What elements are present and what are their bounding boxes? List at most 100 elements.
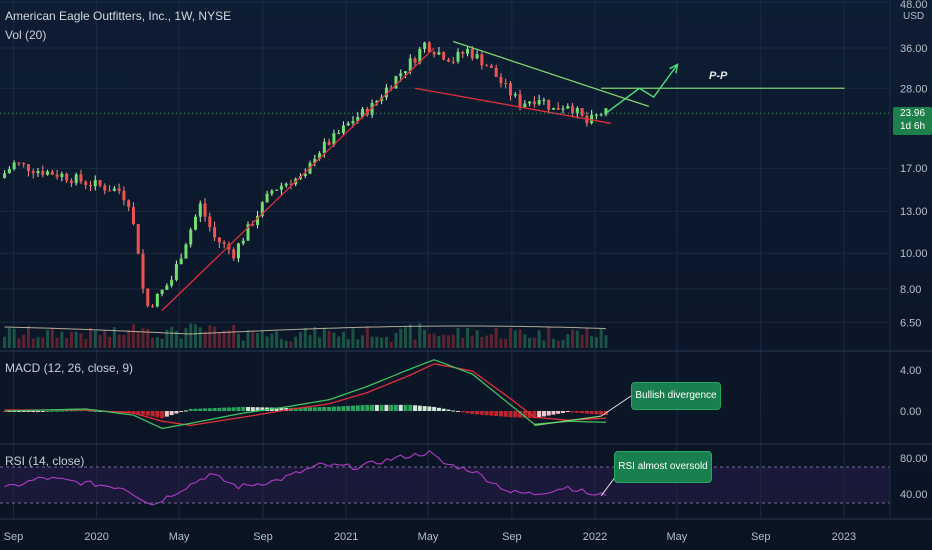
wedge-lower-line	[414, 87, 611, 124]
candle-body	[84, 181, 88, 185]
time-tick-label: 2020	[84, 531, 108, 543]
volume-bar	[313, 326, 317, 348]
macd-histogram-bar	[212, 408, 217, 411]
candle-body	[112, 188, 116, 191]
macd-histogram-bar	[322, 407, 327, 411]
rsi-tick-label: 40.00	[900, 489, 928, 501]
macd-histogram-bar	[16, 411, 21, 412]
volume-bar	[375, 336, 379, 348]
macd-histogram-bar	[26, 411, 31, 412]
volume-bar	[46, 329, 50, 348]
volume-bar	[198, 327, 202, 348]
rsi-tick-label: 80.00	[900, 453, 928, 465]
volume-bar	[265, 336, 269, 348]
macd-histogram-bar	[580, 411, 585, 414]
macd-histogram-bar	[40, 411, 45, 412]
candle-body	[136, 224, 140, 254]
candle-body	[351, 121, 355, 124]
volume-bar	[361, 335, 365, 348]
volume-bar	[122, 334, 126, 348]
volume-bar	[604, 335, 608, 348]
macd-tick-label: 0.00	[900, 406, 921, 418]
volume-bar	[475, 330, 479, 348]
volume-bar	[346, 339, 350, 348]
macd-histogram-bar	[470, 411, 475, 415]
volume-bar	[551, 338, 555, 348]
candle-body	[165, 285, 169, 290]
candle-body	[265, 193, 269, 203]
macd-histogram-bar	[451, 410, 456, 412]
candle-body	[566, 106, 570, 109]
candle-body	[31, 171, 35, 174]
candle-body	[561, 108, 565, 110]
volume-bar	[318, 337, 322, 348]
volume-bar	[294, 336, 298, 348]
rsi-callout-pointer	[600, 475, 617, 497]
price-tick-label: 8.00	[900, 284, 921, 296]
candle-body	[127, 200, 131, 208]
macd-histogram-bar	[518, 411, 523, 418]
macd-histogram-bar	[255, 407, 260, 411]
candle-body	[509, 83, 512, 96]
macd-histogram-bar	[198, 408, 203, 411]
macd-histogram-bar	[45, 410, 50, 412]
volume-bar	[112, 327, 116, 348]
macd-histogram-bar	[561, 411, 565, 413]
candle-body	[532, 101, 536, 105]
candle-body	[384, 87, 388, 98]
volume-bar	[98, 335, 102, 348]
volume-bar	[408, 324, 412, 348]
volume-bar	[256, 332, 260, 348]
volume-bar	[222, 330, 226, 348]
candle-body	[3, 173, 7, 178]
macd-histogram-bar	[312, 407, 317, 411]
candle-body	[599, 114, 603, 116]
macd-histogram-bar	[408, 404, 413, 411]
volume-bar	[232, 324, 236, 348]
candle-body	[322, 141, 326, 154]
macd-histogram-bar	[537, 411, 542, 418]
macd-histogram-bar	[250, 407, 255, 411]
macd-histogram-bar	[384, 404, 389, 411]
volume-bar	[26, 325, 30, 348]
volume-bar	[303, 327, 307, 348]
volume-bar	[117, 334, 121, 348]
volume-bar	[594, 337, 598, 348]
candle-body	[256, 215, 260, 225]
candle-body	[36, 171, 40, 174]
candle-body	[556, 107, 560, 110]
macd-histogram-bar	[589, 411, 594, 414]
volume-bar	[380, 337, 384, 348]
candle-body	[122, 190, 126, 201]
macd-histogram-bar	[64, 410, 69, 412]
volume-bar	[279, 339, 283, 348]
macd-histogram-bar	[217, 407, 222, 411]
volume-bar	[208, 325, 212, 348]
candle-body	[456, 52, 460, 62]
time-tick-label: Sep	[502, 531, 522, 543]
volume-bar	[566, 334, 570, 348]
volume-bar	[528, 337, 532, 348]
macd-histogram-bar	[246, 407, 250, 411]
volume-bar	[442, 334, 446, 348]
macd-histogram-bar	[422, 406, 427, 411]
volume-bar	[155, 337, 159, 348]
candle-body	[604, 108, 608, 115]
candle-body	[404, 71, 407, 74]
macd-histogram-bar	[327, 406, 332, 411]
candle-body	[17, 162, 21, 164]
projection-arrowhead	[669, 63, 679, 74]
macd-histogram-bar	[355, 405, 360, 411]
candle-body	[313, 158, 317, 163]
volume-bar	[236, 333, 240, 348]
volume-bar	[575, 330, 579, 348]
macd-histogram-bar	[551, 411, 556, 415]
candle-body	[427, 42, 431, 53]
candle-body	[480, 54, 484, 66]
macd-histogram-bar	[489, 411, 494, 416]
candle-body	[184, 244, 188, 259]
candle-body	[151, 305, 155, 307]
candle-body	[504, 83, 508, 85]
candle-body	[523, 103, 527, 107]
